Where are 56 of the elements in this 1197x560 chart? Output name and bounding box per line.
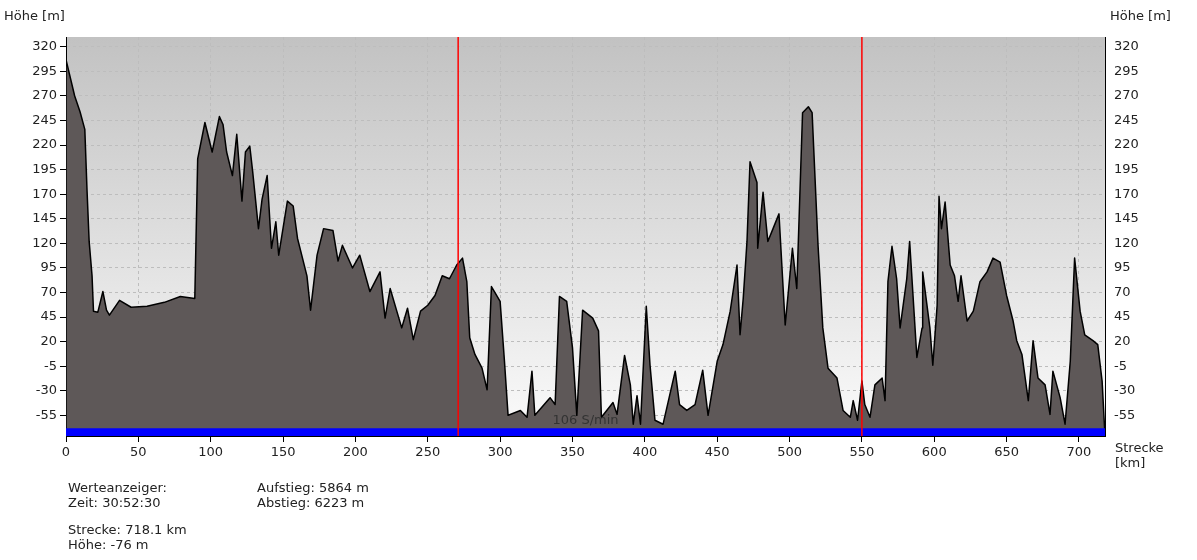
text: Strecke: 718.1 km — [68, 522, 187, 537]
text: Abstieg: 6223 m — [257, 495, 365, 510]
y2-tick-label: 220 — [1114, 136, 1139, 152]
y-tick-label: 170 — [32, 185, 57, 201]
y2-tick-label: 320 — [1114, 38, 1139, 54]
x-tick-label: 150 — [270, 444, 296, 460]
text: Aufstieg: 5864 m — [257, 480, 369, 495]
x-tick-label: 600 — [921, 444, 947, 460]
x-tick-label: 400 — [632, 444, 658, 460]
x-tick-label: 500 — [777, 444, 802, 460]
y-tick-label: 20 — [40, 333, 57, 349]
y2-axis-title: Höhe [m] — [1110, 8, 1171, 23]
y-tick-label: -5 — [44, 357, 57, 373]
y2-tick-label: 45 — [1114, 308, 1131, 324]
x-tick-label: 0 — [61, 444, 71, 460]
y-tick-label: 45 — [40, 308, 57, 324]
x-tick-label: 700 — [1066, 444, 1092, 460]
y2-tick-label: -5 — [1114, 357, 1127, 373]
y2-tick-label: 95 — [1114, 259, 1131, 275]
y-tick-label: 320 — [32, 38, 57, 54]
y2-tick-label: 20 — [1114, 333, 1131, 349]
y-axis-title: Höhe [m] — [4, 8, 65, 23]
x-tick-label: 100 — [198, 444, 224, 460]
y2-tick-label: 170 — [1114, 185, 1139, 201]
text: Werteanzeiger: — [68, 480, 167, 495]
y-tick-label: 70 — [40, 283, 57, 299]
y-tick-label: 295 — [32, 62, 57, 78]
y2-tick-label: 195 — [1114, 161, 1139, 177]
text: Höhe: -76 m — [68, 537, 149, 552]
y2-tick-label: 245 — [1114, 111, 1139, 127]
x-tick-label: 50 — [130, 444, 147, 460]
x-axis-title: Strecke [km] — [1115, 440, 1165, 470]
x-tick-label: 250 — [415, 444, 441, 460]
y-tick-label: 120 — [32, 234, 57, 250]
y-tick-label: 245 — [32, 111, 57, 127]
y2-tick-label: -30 — [1114, 382, 1136, 398]
y-tick-label: 270 — [32, 87, 57, 103]
x-tick-label: 550 — [849, 444, 875, 460]
y-tick-label: -55 — [35, 406, 57, 422]
y-tick-label: 220 — [32, 136, 57, 152]
text: Zeit: 30:52:30 — [68, 495, 161, 510]
y2-tick-label: 295 — [1114, 62, 1139, 78]
x-tick-label: 300 — [487, 444, 513, 460]
y-tick-label: 145 — [32, 210, 57, 226]
y-tick-label: -30 — [35, 382, 57, 398]
y2-tick-label: -55 — [1114, 406, 1136, 422]
y-tick-label: 95 — [40, 259, 57, 275]
x-tick-label: 350 — [560, 444, 585, 460]
x-tick-label: 200 — [343, 444, 368, 460]
y2-tick-label: 145 — [1114, 210, 1139, 226]
y2-tick-label: 70 — [1114, 283, 1131, 299]
y-tick-label: 195 — [32, 161, 57, 177]
y2-tick-label: 120 — [1114, 234, 1139, 250]
y2-tick-label: 270 — [1114, 87, 1139, 103]
x-tick-label: 650 — [994, 444, 1020, 460]
x-tick-label: 450 — [704, 444, 730, 460]
